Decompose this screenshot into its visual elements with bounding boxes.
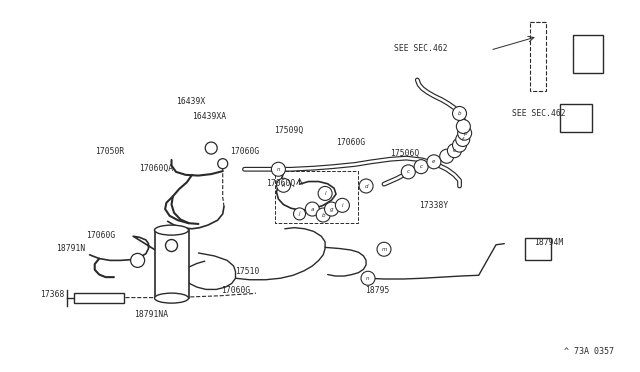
- Text: 17509Q: 17509Q: [274, 126, 303, 135]
- Circle shape: [335, 198, 349, 212]
- Circle shape: [318, 186, 332, 201]
- Bar: [154, 230, 189, 298]
- Bar: [573, 35, 603, 73]
- Text: f: f: [462, 137, 463, 142]
- Circle shape: [440, 149, 454, 163]
- Text: 18794M: 18794M: [534, 238, 564, 247]
- Circle shape: [294, 208, 305, 220]
- Circle shape: [447, 144, 461, 158]
- Bar: [74, 293, 124, 302]
- Circle shape: [456, 119, 470, 134]
- Text: b: b: [321, 212, 325, 218]
- Text: 17060QA: 17060QA: [140, 164, 173, 173]
- Text: l: l: [324, 191, 326, 196]
- Text: i: i: [342, 203, 343, 208]
- Circle shape: [218, 159, 228, 169]
- Text: 17060G: 17060G: [230, 147, 260, 156]
- Text: c: c: [407, 169, 410, 174]
- Text: n: n: [366, 276, 370, 281]
- Text: j: j: [299, 211, 300, 217]
- Text: 17368: 17368: [40, 290, 64, 299]
- Text: m: m: [381, 247, 387, 252]
- Text: 16439X: 16439X: [176, 97, 205, 106]
- Text: 17060G: 17060G: [336, 138, 365, 147]
- Circle shape: [377, 242, 391, 256]
- Circle shape: [456, 132, 470, 147]
- Circle shape: [401, 165, 415, 179]
- Text: ^ 73A 0357: ^ 73A 0357: [564, 347, 614, 356]
- Text: d: d: [364, 183, 368, 189]
- Text: n: n: [276, 167, 280, 172]
- Circle shape: [305, 202, 319, 216]
- Text: SEE SEC.462: SEE SEC.462: [512, 109, 566, 118]
- Circle shape: [452, 106, 467, 121]
- Text: g: g: [330, 206, 333, 212]
- Circle shape: [414, 160, 428, 174]
- Text: a: a: [310, 206, 314, 212]
- Text: 17060Q: 17060Q: [266, 179, 295, 187]
- Circle shape: [205, 142, 217, 154]
- Text: b: b: [458, 111, 461, 116]
- Bar: [560, 104, 592, 132]
- Text: 17506Q: 17506Q: [390, 149, 420, 158]
- Circle shape: [316, 208, 330, 222]
- Bar: [530, 22, 545, 91]
- Circle shape: [166, 240, 177, 251]
- Circle shape: [276, 178, 291, 192]
- Text: 17060G: 17060G: [86, 231, 116, 240]
- Circle shape: [361, 271, 375, 285]
- Text: 17510: 17510: [236, 267, 260, 276]
- Circle shape: [271, 162, 285, 176]
- Circle shape: [131, 253, 145, 267]
- Text: c: c: [420, 164, 422, 169]
- Text: 17338Y: 17338Y: [419, 201, 449, 210]
- Text: h: h: [282, 183, 285, 188]
- Text: 18791NA: 18791NA: [134, 310, 168, 319]
- Text: 17050R: 17050R: [95, 147, 124, 156]
- Text: 18791N: 18791N: [56, 244, 86, 253]
- Circle shape: [452, 138, 467, 152]
- Circle shape: [324, 202, 339, 216]
- Text: 17060G: 17060G: [221, 286, 250, 295]
- Text: e: e: [432, 159, 436, 164]
- Text: 16439XA: 16439XA: [192, 112, 226, 121]
- Text: p: p: [463, 131, 467, 136]
- Circle shape: [359, 179, 373, 193]
- Bar: [525, 238, 551, 260]
- Ellipse shape: [154, 225, 189, 235]
- Text: 18795: 18795: [365, 286, 389, 295]
- Text: SEE SEC.462: SEE SEC.462: [394, 44, 447, 53]
- Ellipse shape: [154, 293, 189, 303]
- Circle shape: [427, 155, 441, 169]
- Text: c: c: [453, 148, 456, 153]
- Circle shape: [458, 126, 472, 140]
